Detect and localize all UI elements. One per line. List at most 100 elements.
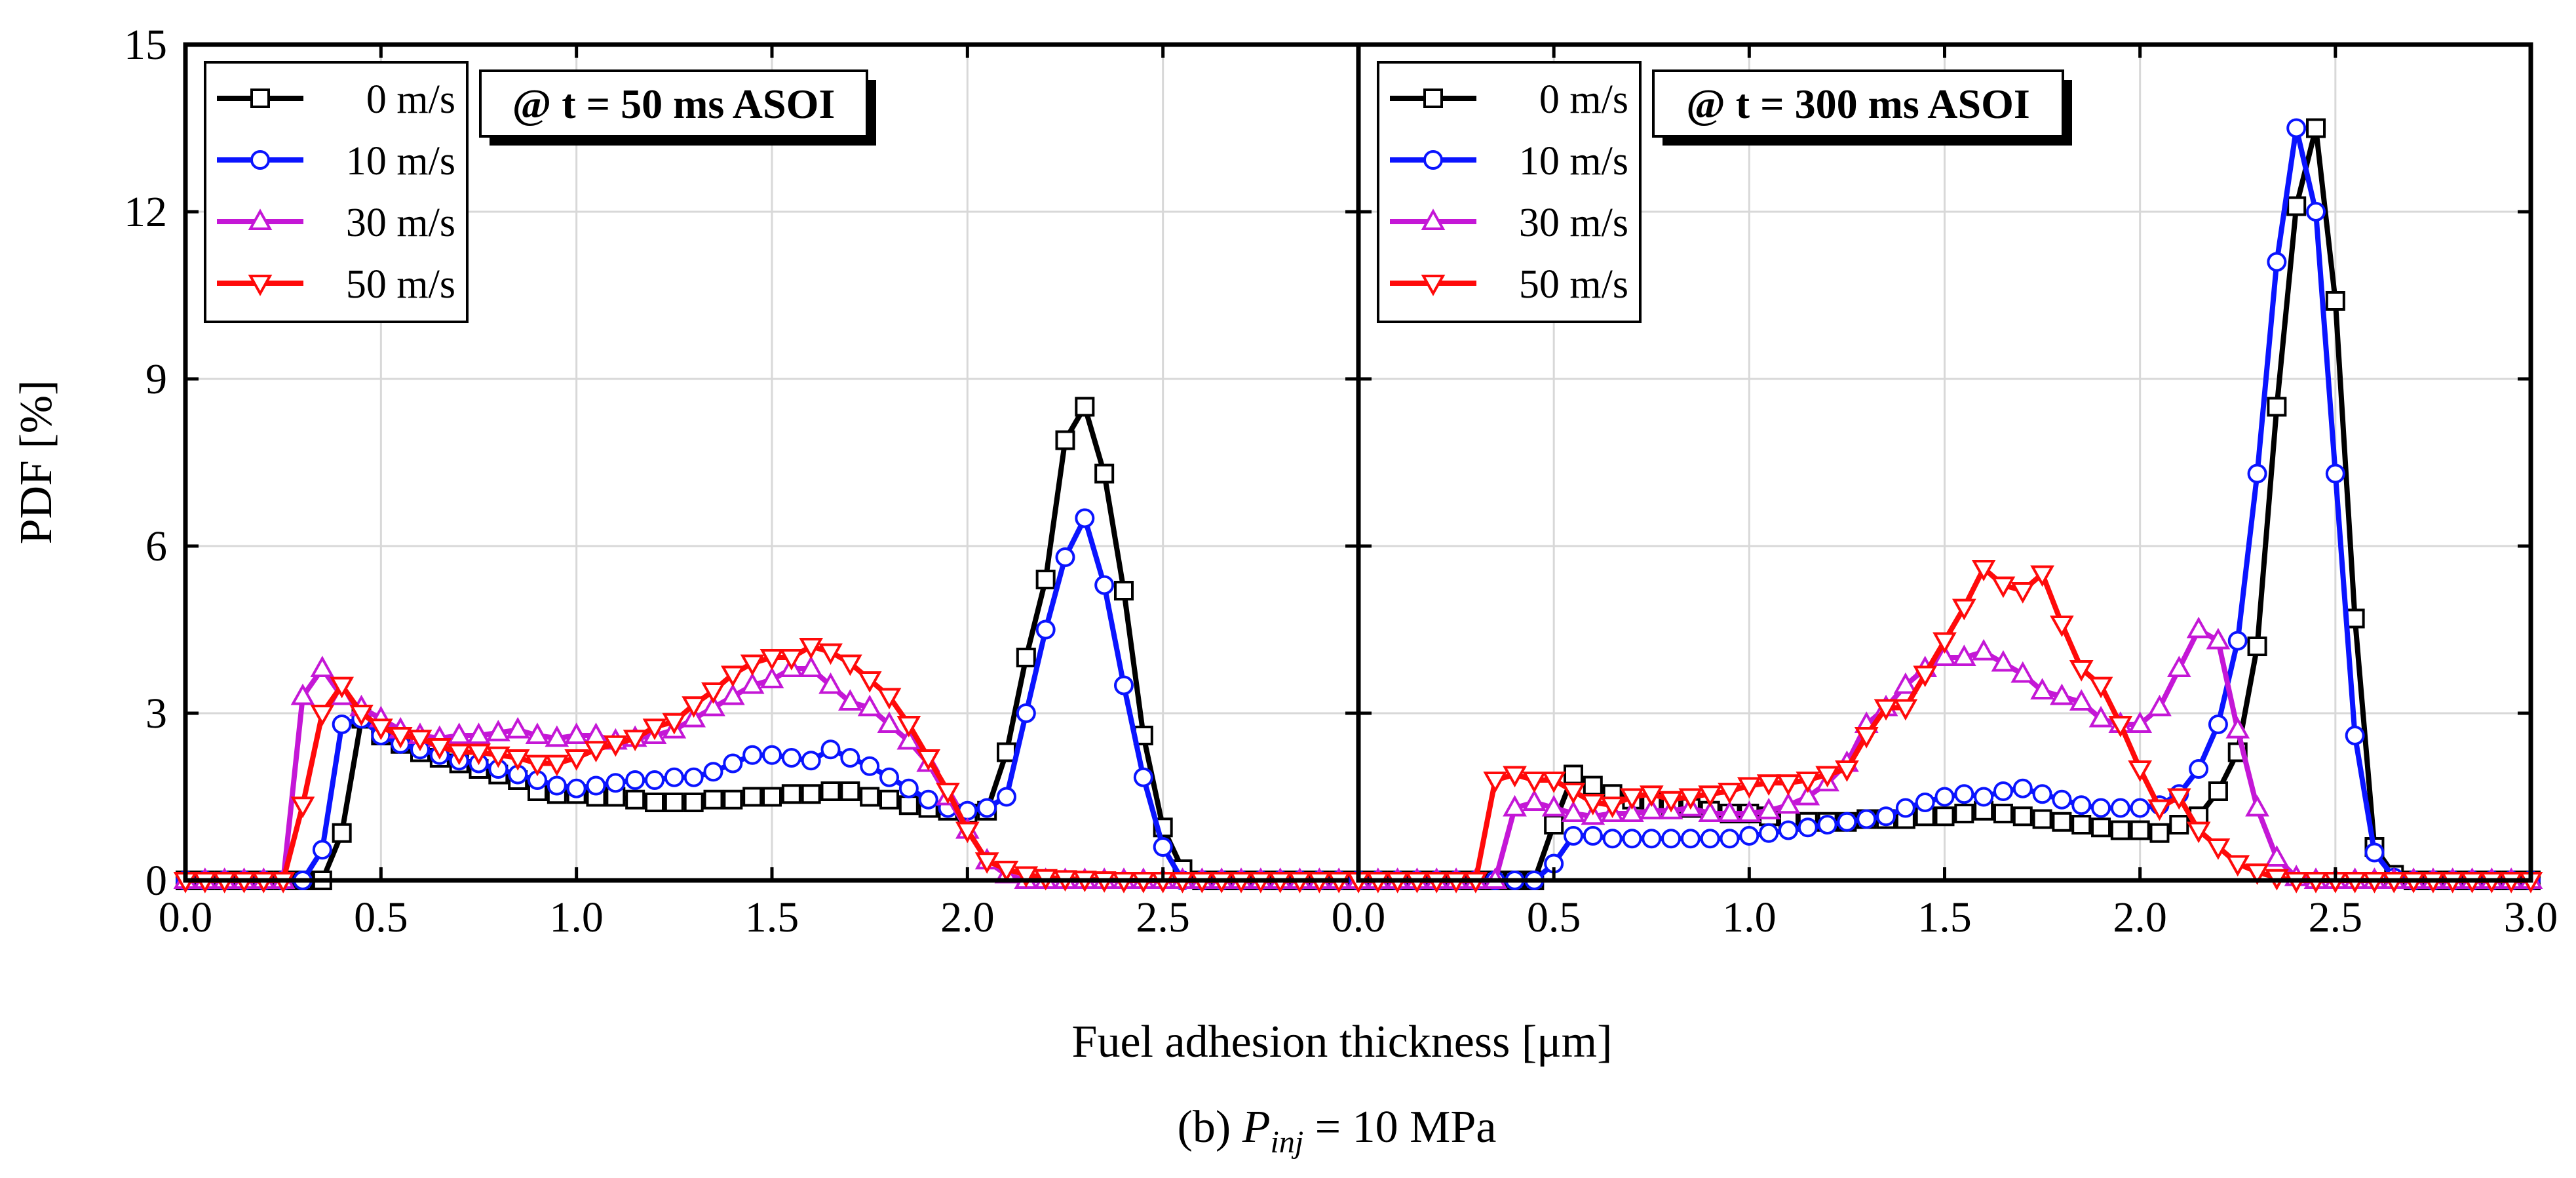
data-point <box>547 776 567 796</box>
data-point <box>1720 829 1740 849</box>
y-tick-label: 6 <box>145 522 167 570</box>
data-point <box>1094 463 1115 484</box>
data-point <box>740 654 765 677</box>
data-point <box>742 787 763 807</box>
data-point <box>801 784 821 804</box>
legend-label: 10 m/s <box>1519 139 1628 184</box>
data-point <box>759 667 784 689</box>
data-point <box>974 852 999 874</box>
data-point <box>2147 694 2172 717</box>
data-point <box>2267 252 2287 272</box>
data-point <box>310 704 335 726</box>
data-point <box>1954 804 1974 823</box>
data-point <box>1991 650 2016 672</box>
data-point <box>2052 812 2072 832</box>
y-tick-label: 3 <box>145 690 167 737</box>
data-point <box>447 743 472 766</box>
data-point <box>2364 842 2385 863</box>
data-point <box>742 745 763 765</box>
data-point <box>1893 672 1918 694</box>
data-point <box>1778 820 1798 840</box>
data-point <box>2069 659 2094 682</box>
data-point <box>427 737 452 760</box>
data-point <box>997 787 1016 807</box>
data-point <box>918 789 938 810</box>
data-point <box>2189 759 2209 779</box>
data-point <box>1661 829 1682 849</box>
data-point <box>1544 815 1564 834</box>
data-point <box>1483 771 1508 793</box>
annotation-box <box>1652 69 2064 138</box>
data-point <box>2030 678 2054 700</box>
data-point <box>2245 795 2269 817</box>
x-tick-label: 0.0 <box>159 893 213 941</box>
legend-box <box>204 61 469 323</box>
data-point <box>408 730 433 751</box>
data-point <box>2071 795 2092 815</box>
data-point <box>332 715 352 734</box>
data-point <box>1993 804 2013 823</box>
data-point <box>1991 576 2016 599</box>
data-point <box>1718 800 1742 823</box>
data-point <box>290 683 315 705</box>
data-point <box>1993 781 2013 801</box>
data-point <box>586 776 606 796</box>
x-tick-label: 3.0 <box>2504 893 2558 941</box>
data-point <box>1817 815 1837 834</box>
data-point <box>1659 791 1683 813</box>
x-tick-label: 2.0 <box>940 893 995 941</box>
data-point <box>545 725 569 747</box>
legend-marker <box>250 150 270 170</box>
data-point <box>740 672 765 694</box>
data-point <box>290 796 315 818</box>
data-point <box>1739 826 1759 846</box>
data-point <box>332 823 352 843</box>
data-point <box>1561 782 1586 804</box>
data-point <box>1075 508 1095 528</box>
data-point <box>840 748 860 768</box>
legend-label: 30 m/s <box>1519 201 1628 245</box>
data-point <box>2012 778 2033 798</box>
data-point <box>801 751 821 771</box>
panel-300ms: 0.0 0.5 1.0 1.5 2.0 2.5 3.0 0 m/s 10 m/s 30 m/s 5… <box>1332 42 2558 941</box>
legend-marker <box>248 208 273 231</box>
data-point <box>2169 815 2189 834</box>
data-point <box>1698 785 1723 807</box>
data-point <box>1600 796 1624 818</box>
time-annotation: @ t = 50 ms ASOI <box>479 69 876 146</box>
data-point <box>662 713 687 735</box>
data-point <box>2052 789 2072 810</box>
data-point <box>860 756 880 776</box>
data-point <box>1974 787 1994 807</box>
data-point <box>2186 616 2211 638</box>
data-point <box>1796 771 1820 793</box>
data-point <box>818 643 843 665</box>
data-point <box>2227 631 2248 651</box>
legend-marker <box>1423 150 1443 170</box>
data-point <box>368 718 393 740</box>
data-point <box>545 755 569 777</box>
data-point <box>1541 771 1566 793</box>
data-point <box>1971 638 1996 661</box>
data-point <box>703 789 723 810</box>
legend-label: 0 m/s <box>366 77 455 122</box>
x-tick-label: 1.0 <box>1722 893 1777 941</box>
data-point <box>1874 699 1898 721</box>
data-point <box>682 696 706 718</box>
data-point <box>625 770 645 790</box>
data-point <box>1934 787 1955 807</box>
data-point <box>1954 784 1974 804</box>
data-point <box>701 682 725 704</box>
data-point <box>625 789 645 810</box>
data-point <box>664 767 684 787</box>
data-point <box>1094 575 1115 595</box>
data-point <box>1622 829 1642 849</box>
data-point <box>1895 798 1915 818</box>
data-point <box>1035 619 1056 640</box>
data-point <box>2225 855 2250 877</box>
data-point <box>1854 726 1879 749</box>
x-tick-label: 2.5 <box>2309 893 2363 941</box>
data-point <box>2088 677 2113 699</box>
y-tick-label: 0 <box>145 857 167 905</box>
data-point <box>1620 800 1644 823</box>
